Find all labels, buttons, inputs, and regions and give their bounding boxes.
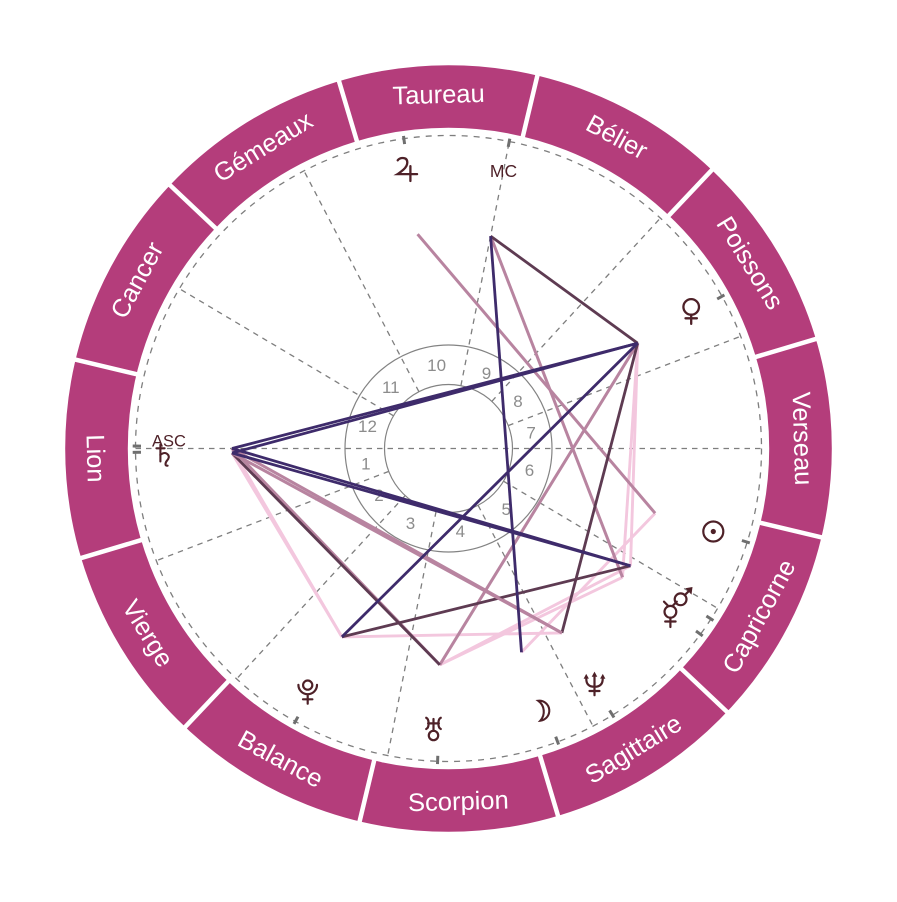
svg-text:3: 3 [406, 514, 415, 533]
svg-text:Scorpion: Scorpion [408, 787, 509, 818]
svg-text:1: 1 [361, 454, 370, 473]
svg-text:10: 10 [427, 356, 446, 375]
svg-text:Taureau: Taureau [392, 80, 485, 111]
svg-text:6: 6 [525, 461, 534, 480]
svg-text:12: 12 [358, 417, 377, 436]
svg-text:7: 7 [526, 424, 535, 443]
svg-text:4: 4 [456, 522, 465, 541]
svg-text:Verseau: Verseau [787, 391, 818, 485]
svg-text:MC: MC [490, 161, 517, 181]
svg-text:8: 8 [513, 392, 522, 411]
svg-text:11: 11 [382, 378, 400, 397]
svg-text:Lion: Lion [80, 434, 109, 483]
